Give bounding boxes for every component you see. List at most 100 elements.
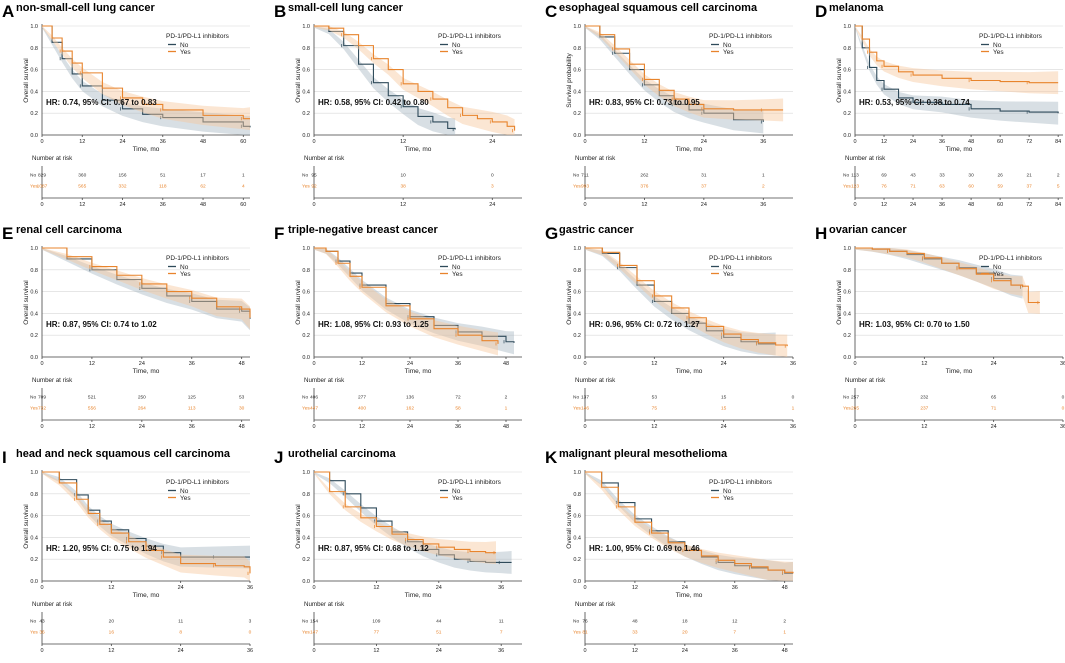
legend-title: PD-1/PD-L1 inhibitors: [709, 479, 773, 486]
risk-row-label-yes: Yes: [573, 184, 581, 190]
risk-count-yes: 3: [491, 184, 494, 190]
y-axis-label: Overall survival: [295, 504, 302, 549]
risk-row-label-no: No: [843, 395, 849, 401]
panel-letter: E: [2, 224, 13, 243]
panel-title: renal cell carcinoma: [16, 224, 123, 236]
y-tick-label: 0.2: [843, 333, 851, 339]
x-tick-label: 36: [247, 585, 253, 591]
legend-label-yes: Yes: [723, 495, 734, 502]
y-tick-label: 0.6: [573, 290, 581, 296]
legend-label-no: No: [993, 42, 1002, 49]
risk-x-tick-label: 12: [651, 424, 657, 430]
x-tick-label: 36: [498, 585, 504, 591]
y-tick-label: 0.0: [30, 133, 38, 139]
km-curve-no: [855, 25, 1059, 114]
panel-letter: D: [815, 2, 827, 21]
risk-count-no: 0: [792, 395, 795, 401]
risk-row-label-yes: Yes: [843, 184, 851, 190]
panel-title: urothelial carcinoma: [288, 448, 396, 460]
legend-title: PD-1/PD-L1 inhibitors: [709, 255, 773, 262]
risk-row-label-no: No: [302, 619, 308, 625]
ci-band-yes: [585, 26, 784, 122]
x-tick-label: 12: [641, 139, 647, 145]
legend-label-yes: Yes: [452, 49, 463, 56]
risk-count-no: 65: [991, 395, 997, 401]
risk-count-no: 44: [436, 619, 442, 625]
risk-table-title: Number at risk: [845, 377, 886, 384]
y-tick-label: 0.0: [302, 355, 310, 361]
y-tick-label: 0.4: [30, 89, 38, 95]
risk-x-tick-label: 0: [583, 202, 586, 208]
x-tick-label: 24: [910, 139, 916, 145]
x-tick-label: 24: [682, 585, 688, 591]
risk-x-tick-label: 36: [455, 424, 461, 430]
km-curve-yes: [314, 471, 496, 554]
y-tick-label: 0.4: [843, 89, 851, 95]
risk-x-tick-label: 12: [400, 202, 406, 208]
y-tick-label: 0.2: [573, 111, 581, 117]
legend-title: PD-1/PD-L1 inhibitors: [166, 255, 230, 262]
risk-x-tick-label: 36: [732, 648, 738, 654]
x-tick-label: 0: [583, 139, 586, 145]
risk-count-no: 30: [968, 173, 974, 179]
risk-count-yes: 36: [39, 630, 45, 636]
y-tick-label: 0.0: [30, 355, 38, 361]
risk-count-no: 72: [455, 395, 461, 401]
km-curve-no: [42, 25, 251, 128]
hazard-ratio-text: HR: 0.74, 95% CI: 0.67 to 0.83: [46, 98, 157, 107]
risk-count-yes: 0: [1062, 406, 1065, 412]
risk-count-no: 0: [491, 173, 494, 179]
y-tick-label: 0.8: [302, 268, 310, 274]
x-tick-label: 12: [373, 585, 379, 591]
panel-letter: B: [274, 2, 286, 21]
x-tick-label: 12: [400, 139, 406, 145]
hazard-ratio-text: HR: 0.58, 95% CI: 0.42 to 0.80: [318, 98, 429, 107]
legend-label-no: No: [723, 42, 732, 49]
y-tick-label: 1.0: [30, 246, 38, 252]
risk-x-tick-label: 12: [641, 202, 647, 208]
risk-count-no: 1: [242, 173, 245, 179]
y-tick-label: 0.4: [30, 311, 38, 317]
y-tick-label: 0.6: [573, 68, 581, 74]
ci-band-no: [42, 26, 250, 135]
hazard-ratio-text: HR: 0.96, 95% CI: 0.72 to 1.27: [589, 320, 700, 329]
risk-x-tick-label: 36: [498, 648, 504, 654]
risk-x-tick-label: 24: [119, 202, 125, 208]
risk-count-no: 137: [581, 395, 589, 401]
risk-x-tick-label: 12: [373, 648, 379, 654]
risk-x-tick-label: 24: [991, 424, 997, 430]
panel-letter: A: [2, 2, 14, 21]
risk-count-no: 53: [652, 395, 658, 401]
risk-count-no: 12: [732, 619, 738, 625]
risk-count-no: 26: [997, 173, 1003, 179]
risk-count-no: 360: [78, 173, 86, 179]
ci-band-yes: [42, 26, 250, 131]
km-curve-yes: [585, 247, 788, 347]
y-tick-label: 0.8: [843, 268, 851, 274]
legend-label-yes: Yes: [993, 49, 1004, 56]
risk-x-tick-label: 12: [632, 648, 638, 654]
risk-count-yes: 76: [881, 184, 887, 190]
x-tick-label: 24: [407, 361, 413, 367]
panel-title: head and neck squamous cell carcinoma: [16, 448, 231, 460]
x-tick-label: 12: [881, 139, 887, 145]
risk-x-tick-label: 48: [968, 202, 974, 208]
risk-count-no: 711: [581, 173, 589, 179]
x-tick-label: 0: [40, 139, 43, 145]
km-curve-yes: [585, 25, 784, 111]
km-curve-yes: [855, 247, 1040, 304]
panel-letter: I: [2, 448, 7, 467]
y-tick-label: 0.8: [573, 492, 581, 498]
legend-title: PD-1/PD-L1 inhibitors: [438, 479, 502, 486]
risk-x-tick-label: 24: [910, 202, 916, 208]
legend-label-yes: Yes: [993, 271, 1004, 278]
risk-count-yes: 33: [632, 630, 638, 636]
risk-count-yes: 237: [920, 406, 928, 412]
x-tick-label: 0: [40, 585, 43, 591]
risk-count-yes: 63: [939, 184, 945, 190]
km-curve-no: [314, 25, 456, 130]
